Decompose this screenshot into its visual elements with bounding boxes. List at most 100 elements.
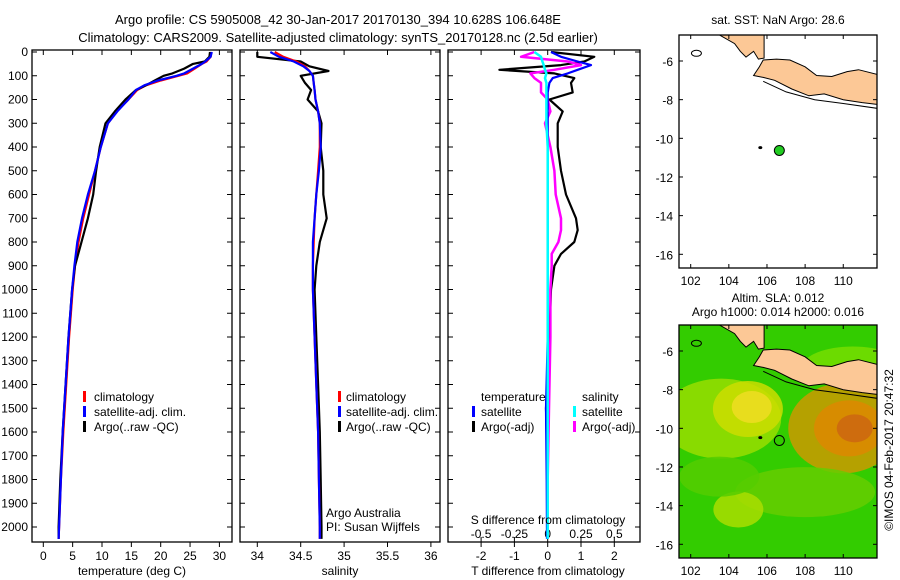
depth-tick-label: 0 xyxy=(21,45,28,59)
legend-label: satellite xyxy=(582,405,623,419)
legend-label: Argo(..raw -QC) xyxy=(94,420,179,434)
legend-label: climatology xyxy=(94,390,154,404)
depth-tick-label: 600 xyxy=(8,188,28,202)
sla-map-title-2: Argo h1000: 0.014 h2000: 0.016 xyxy=(692,305,864,319)
x-tick-label: 30 xyxy=(213,549,227,563)
x-tick-label: 5 xyxy=(69,549,76,563)
salinity-satellite-line xyxy=(269,51,322,539)
x-tick-label: 25 xyxy=(183,549,197,563)
legend-swatch-satellite xyxy=(83,406,86,417)
lat-tick-label: -12 xyxy=(656,461,674,475)
title-line-2: Climatology: CARS2009. Satellite-adjuste… xyxy=(78,30,598,45)
title-line-1: Argo profile: CS 5905008_42 30-Jan-2017 … xyxy=(115,12,561,27)
legend-swatch-climatology xyxy=(83,391,86,402)
coast-contour xyxy=(762,80,877,109)
lat-tick-label: -6 xyxy=(662,345,673,359)
depth-tick-label: 1400 xyxy=(1,378,28,392)
s-tick-label: -0.5 xyxy=(471,527,492,541)
copyright-label: ©IMOS 04-Feb-2017 20:47:32 xyxy=(882,369,896,531)
difference-panel: -2 -1 0 1 2-0.5 -0.25 0 0.25 0.5 xyxy=(447,49,641,563)
map-content xyxy=(679,325,877,558)
lat-tick-label: -16 xyxy=(656,538,674,552)
island-contour xyxy=(690,49,702,57)
legend-label: Argo(-adj) xyxy=(582,420,635,434)
x-tick-label: 35 xyxy=(337,549,351,563)
legend-label: Argo(-adj) xyxy=(481,420,534,434)
lon-tick-label: 108 xyxy=(795,564,815,578)
legend-header-temperature: temperature xyxy=(481,390,546,404)
difference-legend: temperature salinity satellite Argo(-adj… xyxy=(472,390,635,434)
x-tick-label: 34 xyxy=(251,549,265,563)
s-diff-satellite-line xyxy=(533,50,549,539)
lat-tick-label: -14 xyxy=(656,500,674,514)
legend-swatch-s-satellite xyxy=(573,406,576,417)
map-frame xyxy=(678,324,878,559)
temperature-satellite-line xyxy=(57,51,213,539)
depth-tick-label: 500 xyxy=(8,164,28,178)
temperature-axis-label: temperature (deg C) xyxy=(78,564,186,578)
sla-map-panel: -6 -8 -10 -12 -14 -16 102 104 106 108 110 xyxy=(656,324,878,578)
x-tick-label: 15 xyxy=(125,549,139,563)
x-tick-label: 20 xyxy=(154,549,168,563)
depth-tick-label: 1300 xyxy=(1,354,28,368)
salinity-axis-label: salinity xyxy=(322,564,359,578)
depth-tick-label: 200 xyxy=(8,93,28,107)
sla-anomaly-patch xyxy=(836,414,873,443)
sla-anomaly-patch xyxy=(731,391,772,424)
lon-tick-label: 106 xyxy=(757,274,777,288)
depth-tick-label: 400 xyxy=(8,140,28,154)
legend-label: Argo(..raw -QC) xyxy=(346,420,431,434)
legend-header-salinity: salinity xyxy=(582,390,619,404)
s-tick-label: 0.5 xyxy=(606,527,623,541)
lat-tick-label: -8 xyxy=(662,94,673,108)
sla-anomaly-patch xyxy=(679,456,760,497)
legend-label: climatology xyxy=(346,390,406,404)
island-contour xyxy=(690,339,702,347)
lon-tick-label: 102 xyxy=(681,564,701,578)
lat-tick-label: -16 xyxy=(656,248,674,262)
x-tick-label: 0 xyxy=(544,549,551,563)
depth-tick-label: 300 xyxy=(8,116,28,130)
lon-tick-label: 106 xyxy=(757,564,777,578)
lon-tick-label: 110 xyxy=(834,274,853,288)
lon-tick-label: 110 xyxy=(834,564,853,578)
plot-frame xyxy=(447,49,641,543)
coast-contour xyxy=(762,370,877,399)
christmas-island xyxy=(758,146,763,150)
temperature-argo-line xyxy=(57,51,212,539)
depth-tick-label: 700 xyxy=(8,211,28,225)
x-tick-label: 2 xyxy=(611,549,618,563)
legend-label: satellite-adj. clim. xyxy=(346,405,438,419)
lat-tick-label: -10 xyxy=(656,132,674,146)
legend-label: satellite-adj. clim. xyxy=(94,405,186,419)
sst-map-title: sat. SST: NaN Argo: 28.6 xyxy=(711,13,845,27)
salinity-argo-line xyxy=(256,52,330,539)
x-tick-label: 36 xyxy=(424,549,438,563)
pi-label: PI: Susan Wijffels xyxy=(326,520,420,534)
depth-tick-label: 800 xyxy=(8,235,28,249)
x-tick-label: 34.5 xyxy=(289,549,313,563)
land-java xyxy=(752,58,877,105)
argo-float-marker xyxy=(773,434,785,446)
depth-tick-label: 1600 xyxy=(1,425,28,439)
depth-tick-label: 1900 xyxy=(1,496,28,510)
s-diff-argo-line xyxy=(519,50,583,539)
depth-tick-label: 2000 xyxy=(1,520,28,534)
lat-tick-label: -8 xyxy=(662,384,673,398)
legend-swatch-t-satellite xyxy=(472,406,475,417)
depth-tick-label: 1200 xyxy=(1,330,28,344)
sla-map-title-1: Altim. SLA: 0.012 xyxy=(732,291,825,305)
plot-frame xyxy=(239,49,441,543)
land-sumatra xyxy=(718,325,765,350)
s-tick-label: -0.25 xyxy=(501,527,529,541)
institution-label: Argo Australia xyxy=(326,506,401,520)
x-tick-label: -1 xyxy=(509,549,520,563)
christmas-island xyxy=(758,436,763,440)
sst-map-panel: -6 -8 -10 -12 -14 -16 102 104 106 108 110 xyxy=(656,34,878,288)
legend-label: satellite xyxy=(481,405,522,419)
legend-swatch-t-argo xyxy=(472,421,475,432)
map-frame xyxy=(678,34,878,269)
legend-swatch-s-argo xyxy=(573,421,576,432)
land-java xyxy=(752,348,877,395)
lon-tick-label: 104 xyxy=(719,564,739,578)
